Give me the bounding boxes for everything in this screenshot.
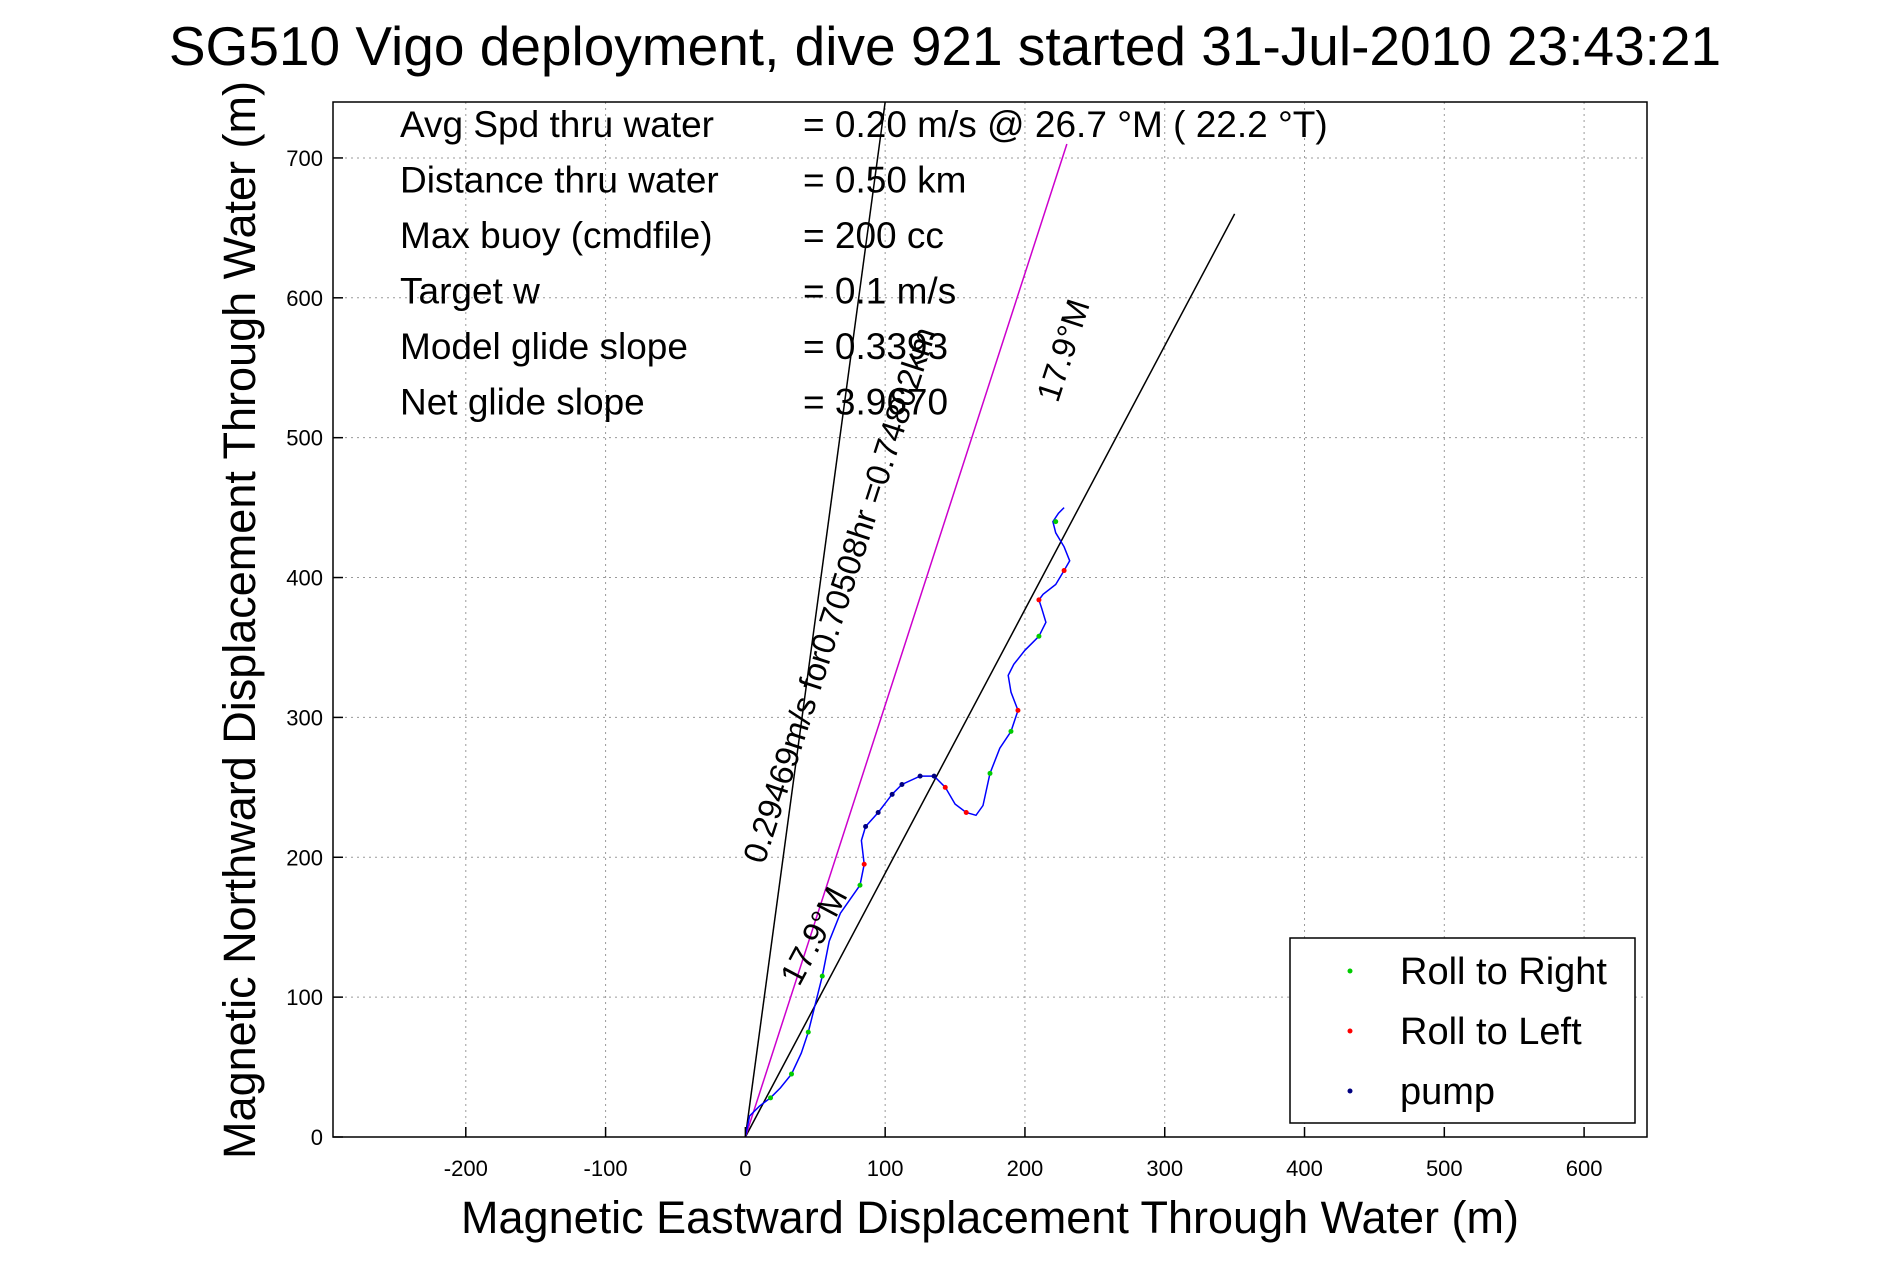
stats-block: Avg Spd thru water = 0.20 m/s @ 26.7 °M (… <box>400 104 1328 423</box>
x-tick-label: 500 <box>1426 1156 1463 1181</box>
y-axis-ticks: 0 100 200 300 400 500 600 700 <box>286 146 343 1150</box>
stat-value: = 200 cc <box>803 215 944 256</box>
legend-label: Roll to Right <box>1400 951 1607 993</box>
x-tick-label: 600 <box>1566 1156 1603 1181</box>
legend: Roll to Right Roll to Left pump <box>1289 937 1636 1124</box>
y-tick-label: 400 <box>286 566 323 591</box>
glider-track <box>744 507 1071 1138</box>
stat-value: = 0.1 m/s <box>803 271 956 312</box>
legend-marker <box>1347 1028 1353 1034</box>
y-axis-label: Magnetic Northward Displacement Through … <box>214 81 265 1159</box>
stat-label: Distance thru water <box>400 160 719 201</box>
roll-to-right-point <box>987 770 993 776</box>
stat-label: Max buoy (cmdfile) <box>400 215 713 256</box>
roll-to-right-point <box>819 973 825 979</box>
legend-label: pump <box>1400 1071 1495 1113</box>
x-tick-label: 100 <box>867 1156 904 1181</box>
y-tick-label: 600 <box>286 286 323 311</box>
x-tick-label: 200 <box>1007 1156 1044 1181</box>
roll-to-left-point <box>963 810 969 816</box>
pump-point <box>889 791 895 797</box>
y-tick-label: 700 <box>286 146 323 171</box>
roll-to-right-point <box>805 1029 811 1035</box>
chart-title: SG510 Vigo deployment, dive 921 started … <box>169 15 1721 77</box>
roll-to-left-point <box>1015 707 1021 713</box>
legend-box <box>1289 937 1636 1124</box>
heading-line-a <box>744 101 886 1138</box>
stat-label: Model glide slope <box>400 326 688 367</box>
x-tick-label: 300 <box>1146 1156 1183 1181</box>
pump-point <box>899 782 905 788</box>
roll-to-left-point <box>1036 597 1042 603</box>
track-markers <box>768 519 1067 1101</box>
stat-label: Avg Spd thru water <box>400 104 714 145</box>
pump-point <box>931 773 937 779</box>
roll-to-left-point <box>1061 568 1067 574</box>
roll-to-right-point <box>768 1095 774 1101</box>
stat-value: = 0.3393 <box>803 326 948 367</box>
roll-to-left-point <box>942 784 948 790</box>
stat-value: = 0.50 km <box>803 160 967 201</box>
y-tick-label: 300 <box>286 705 323 730</box>
y-tick-label: 500 <box>286 426 323 451</box>
x-axis-label: Magnetic Eastward Displacement Through W… <box>461 1192 1519 1243</box>
roll-to-right-point <box>789 1071 795 1077</box>
x-tick-label: 400 <box>1286 1156 1323 1181</box>
y-tick-label: 100 <box>286 985 323 1010</box>
y-tick-label: 0 <box>311 1125 323 1150</box>
pump-point <box>863 824 869 829</box>
legend-marker <box>1347 968 1353 974</box>
x-tick-label: -200 <box>444 1156 488 1181</box>
stat-label: Target w <box>400 271 540 312</box>
legend-marker <box>1347 1088 1353 1094</box>
pump-point <box>917 773 923 779</box>
heading-line-b <box>744 213 1236 1138</box>
plot-border <box>332 101 1648 1138</box>
legend-label: Roll to Left <box>1400 1011 1582 1053</box>
x-axis-ticks: -200 -100 0 100 200 300 400 500 600 <box>444 1127 1603 1181</box>
stat-value: = 3.9670 <box>803 382 948 423</box>
y-tick-label: 200 <box>286 845 323 870</box>
track-line <box>744 507 1071 1138</box>
roll-to-right-point <box>857 882 863 888</box>
stat-value: = 0.20 m/s @ 26.7 °M ( 22.2 °T) <box>803 104 1328 145</box>
grid-lines <box>333 102 1647 1137</box>
net-track <box>744 143 1068 1138</box>
reference-lines <box>744 101 1236 1138</box>
roll-to-right-point <box>1053 519 1059 525</box>
pump-point <box>875 810 881 816</box>
stat-label: Net glide slope <box>400 382 645 423</box>
roll-to-right-point <box>1036 633 1042 639</box>
roll-to-left-point <box>861 861 867 867</box>
roll-to-right-point <box>1008 728 1014 734</box>
x-tick-label: -100 <box>584 1156 628 1181</box>
x-tick-label: 0 <box>739 1156 751 1181</box>
